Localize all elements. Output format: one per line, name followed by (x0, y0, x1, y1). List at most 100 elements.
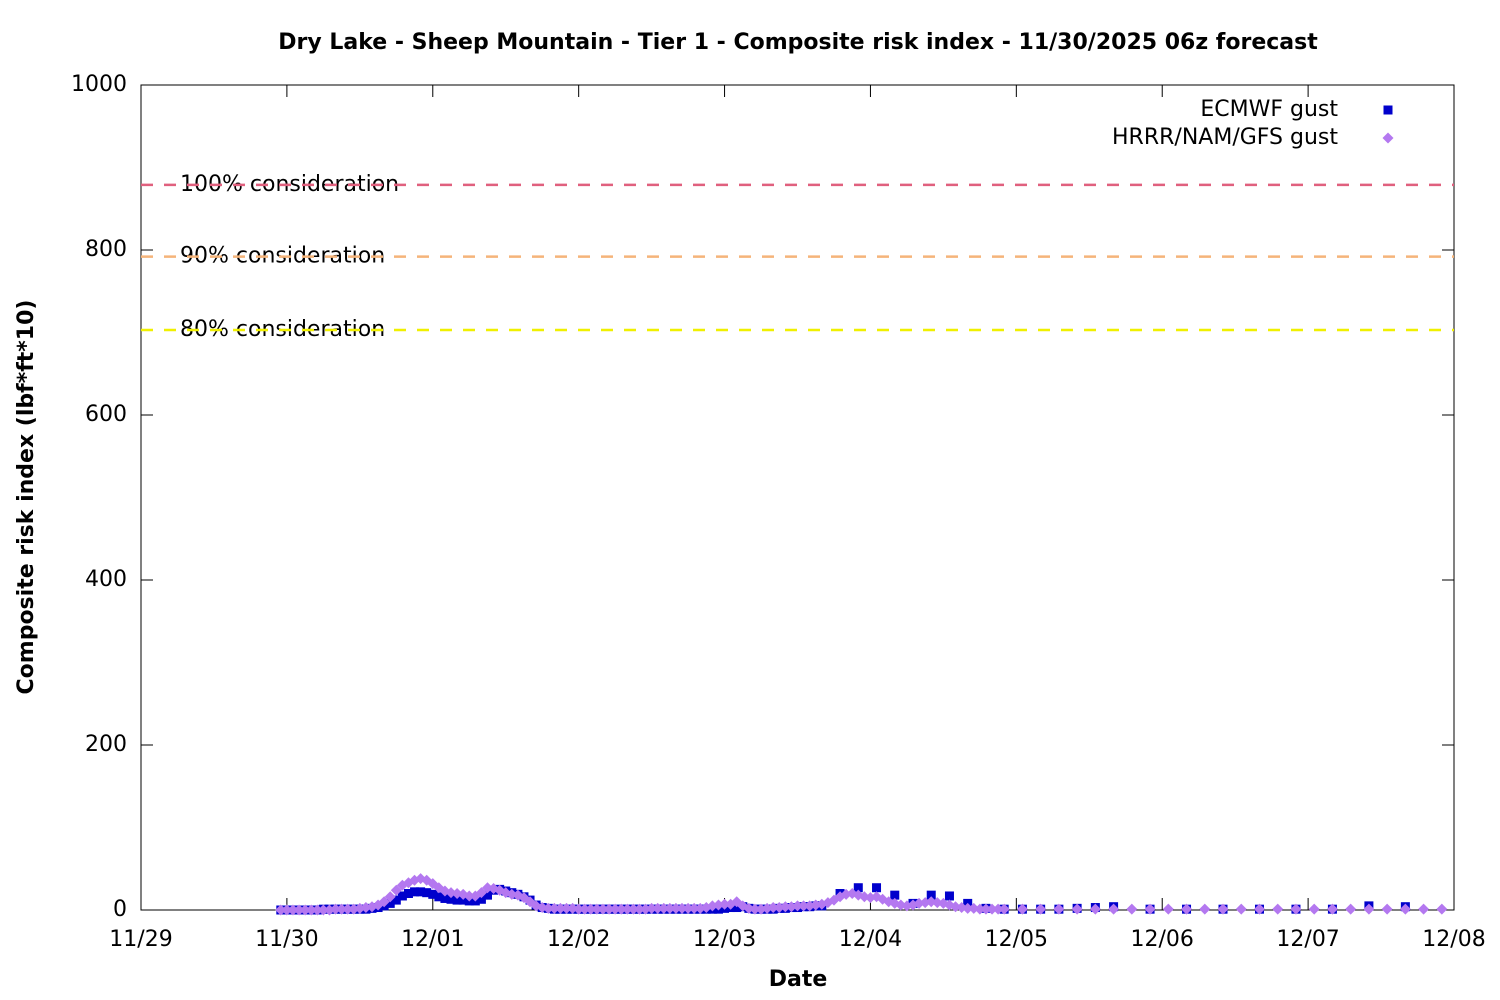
data-point (391, 895, 401, 905)
legend-label: ECMWF gust (1200, 97, 1338, 122)
data-point (1035, 903, 1047, 915)
data-point (482, 890, 492, 900)
data-point (676, 902, 688, 914)
data-point (1363, 903, 1375, 915)
legend-label: HRRR/NAM/GFS gust (1112, 125, 1338, 150)
data-point (410, 887, 420, 897)
data-point (397, 891, 407, 901)
data-point (385, 898, 395, 908)
data-point (767, 902, 779, 914)
data-point (658, 902, 670, 914)
data-point (597, 903, 609, 915)
data-point (1089, 903, 1101, 915)
data-point (719, 898, 731, 910)
x-tick-label: 12/07 (1276, 927, 1339, 952)
legend-marker (1383, 105, 1393, 115)
y-tick-label: 1000 (71, 72, 127, 97)
data-point (299, 904, 311, 916)
data-point (403, 889, 413, 898)
data-point (1326, 903, 1338, 915)
data-point (779, 901, 791, 913)
data-point (1181, 903, 1193, 915)
y-axis-label: Composite risk index (lbf*ft*10) (14, 300, 39, 695)
data-point (732, 903, 742, 913)
y-tick-label: 200 (85, 732, 127, 757)
data-point (463, 890, 475, 902)
data-point (1016, 903, 1028, 915)
x-tick-label: 12/08 (1422, 927, 1485, 952)
x-tick-label: 12/04 (839, 927, 902, 952)
data-point (670, 902, 682, 914)
data-point (542, 902, 554, 914)
x-tick-label: 12/06 (1131, 927, 1194, 952)
data-point (548, 902, 560, 914)
data-point (926, 890, 936, 900)
x-tick-label: 11/30 (255, 927, 318, 952)
data-point (330, 903, 342, 915)
data-point (1217, 903, 1229, 915)
data-point (475, 887, 487, 899)
data-point (579, 903, 591, 915)
data-point (585, 903, 597, 915)
data-point (554, 902, 566, 914)
data-point (1235, 903, 1247, 915)
data-point (1108, 903, 1120, 915)
data-point (749, 903, 761, 915)
data-point (281, 904, 293, 916)
data-point (890, 890, 900, 900)
data-point (980, 903, 992, 915)
chart-title: Dry Lake - Sheep Mountain - Tier 1 - Com… (278, 30, 1318, 55)
data-point (962, 902, 974, 914)
data-point (573, 903, 585, 915)
data-point (986, 903, 998, 915)
data-point (621, 903, 633, 915)
x-axis-label: Date (769, 967, 828, 992)
data-point (287, 904, 299, 916)
data-point (591, 903, 603, 915)
x-tick-label: 12/01 (401, 927, 464, 952)
data-point (1272, 903, 1284, 915)
data-point (1071, 903, 1083, 915)
data-point (1345, 903, 1357, 915)
x-tick-label: 12/02 (547, 927, 610, 952)
data-point (615, 903, 627, 915)
x-tick-label: 12/05 (985, 927, 1048, 952)
data-point (416, 887, 426, 897)
data-point (1399, 903, 1411, 915)
data-point (446, 894, 456, 904)
data-point (384, 891, 396, 903)
data-point (458, 895, 468, 905)
data-point (998, 903, 1010, 915)
data-point (378, 896, 390, 908)
data-point (603, 903, 615, 915)
data-point (646, 902, 658, 914)
data-point (872, 883, 882, 893)
data-point (682, 902, 694, 914)
data-point (311, 904, 323, 916)
data-point (336, 903, 348, 915)
data-point (633, 903, 645, 915)
data-point (1381, 903, 1393, 915)
data-point (317, 904, 329, 916)
data-point (440, 893, 450, 903)
data-point (1253, 903, 1265, 915)
data-point (476, 894, 486, 904)
y-tick-label: 400 (85, 567, 127, 592)
data-point (390, 884, 402, 896)
x-tick-label: 11/29 (109, 927, 172, 952)
data-point (1199, 903, 1211, 915)
data-point (992, 903, 1004, 915)
data-point (1126, 903, 1138, 915)
data-point (1290, 903, 1302, 915)
data-point (428, 889, 438, 899)
data-point (1436, 903, 1448, 915)
data-point (1418, 903, 1430, 915)
data-point (609, 903, 621, 915)
data-point (434, 892, 444, 902)
data-point (1144, 903, 1156, 915)
data-point (688, 902, 700, 914)
data-point (944, 891, 954, 901)
